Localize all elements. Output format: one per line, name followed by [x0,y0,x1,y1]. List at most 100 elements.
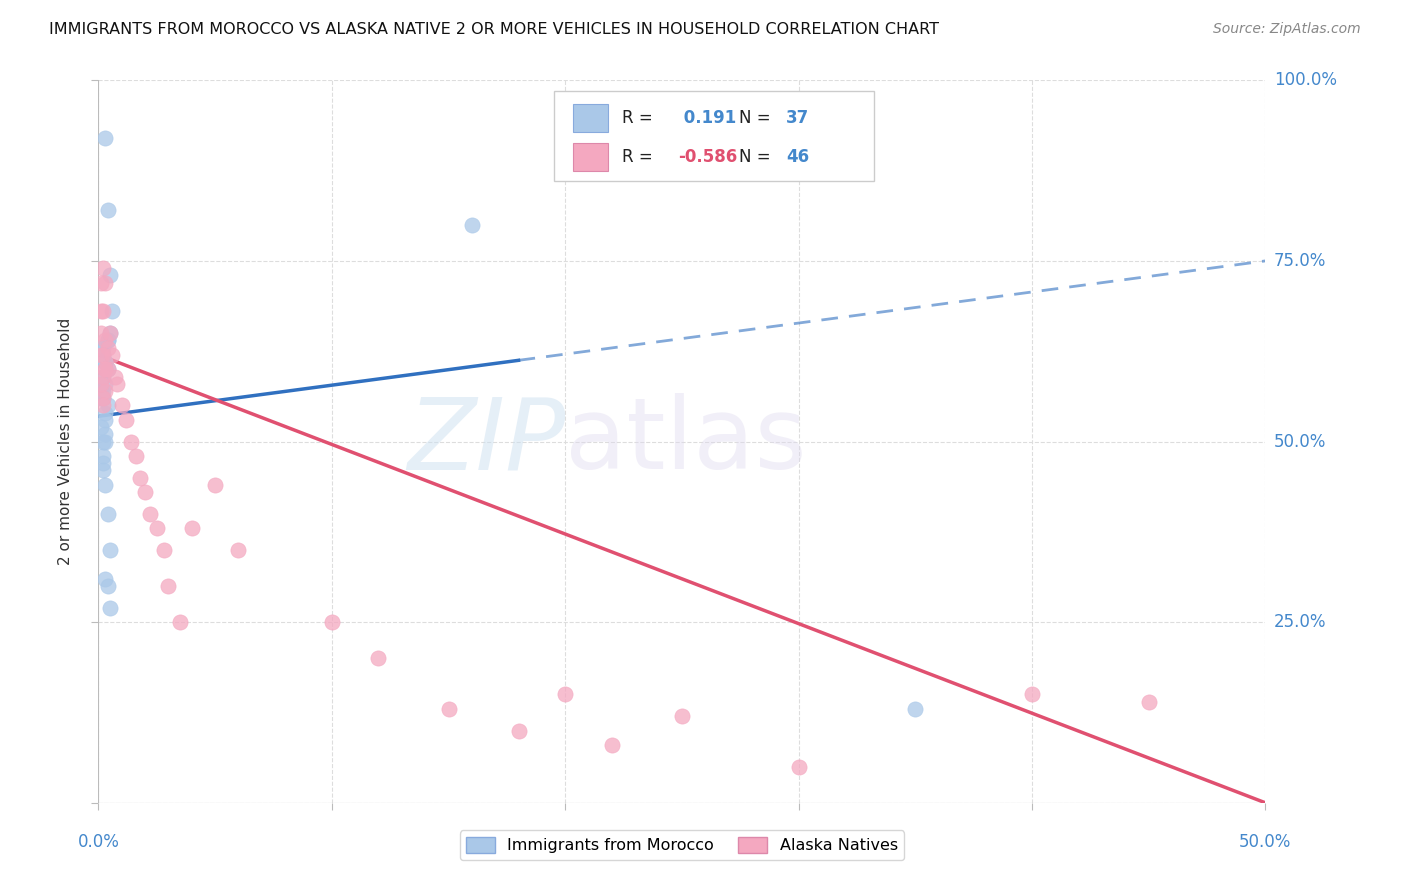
Point [97,579,120,593]
Text: 100.0%: 100.0% [1274,71,1337,89]
Legend: Immigrants from Morocco, Alaska Natives: Immigrants from Morocco, Alaska Natives [460,830,904,860]
Point [94,355,117,369]
Text: ZIP: ZIP [406,393,565,490]
Point [1021,687,1043,701]
Point [98,326,121,340]
Point [1137,695,1160,709]
Point [125,449,148,463]
Point [97,341,120,355]
Text: N =: N = [740,148,770,166]
Text: 37: 37 [786,109,808,127]
Point [97,362,120,376]
Point [157,579,180,593]
Point [90,341,112,355]
Point [94,131,117,145]
Point [98,542,121,557]
Point [120,434,142,449]
Point [105,376,128,391]
Point [180,521,202,535]
Point [91,369,114,384]
Point [97,334,120,348]
Point [90,348,112,362]
Point [437,702,460,716]
Point [91,391,114,405]
Point [787,760,810,774]
Point [111,398,134,412]
Point [104,369,127,384]
Text: 25.0%: 25.0% [1274,613,1326,632]
Point [90,384,112,398]
Text: 50.0%: 50.0% [1239,833,1292,851]
Point [94,478,117,492]
Text: R =: R = [623,148,654,166]
Point [97,398,120,412]
Point [90,304,112,318]
Point [94,355,117,369]
Point [204,478,226,492]
Point [321,615,343,630]
Point [91,391,114,405]
Text: 0.191: 0.191 [679,109,737,127]
Text: 46: 46 [786,148,808,166]
Text: atlas: atlas [565,393,807,490]
Point [101,348,124,362]
Point [461,218,484,232]
Point [94,434,117,449]
Point [101,304,124,318]
Point [169,615,191,630]
Point [91,348,114,362]
Point [94,384,117,398]
Point [508,723,530,738]
Point [91,456,114,470]
Point [94,572,117,586]
Point [98,600,121,615]
Text: Source: ZipAtlas.com: Source: ZipAtlas.com [1213,22,1361,37]
Point [90,276,112,290]
Point [94,427,117,442]
Point [94,376,117,391]
Point [91,398,114,412]
Point [94,362,117,376]
Point [139,507,162,521]
Point [90,326,112,340]
Point [91,304,114,318]
Point [115,413,138,427]
Point [98,326,121,340]
Text: IMMIGRANTS FROM MOROCCO VS ALASKA NATIVE 2 OR MORE VEHICLES IN HOUSEHOLD CORRELA: IMMIGRANTS FROM MOROCCO VS ALASKA NATIVE… [49,22,939,37]
Point [91,463,114,477]
Point [134,485,156,500]
Text: 50.0%: 50.0% [1274,433,1326,450]
Text: R =: R = [623,109,654,127]
Point [90,420,112,434]
Point [554,687,576,701]
Point [91,449,114,463]
Point [367,651,389,665]
Point [97,362,120,376]
Point [91,341,114,355]
Point [94,276,117,290]
Point [94,334,117,348]
Point [94,362,117,376]
Point [91,261,114,276]
Point [97,507,120,521]
Point [97,334,120,348]
Point [90,391,112,405]
Point [91,434,114,449]
Text: 0.0%: 0.0% [77,833,120,851]
Point [129,470,152,484]
FancyBboxPatch shape [554,91,875,181]
Point [91,384,114,398]
Point [90,376,112,391]
FancyBboxPatch shape [574,143,609,171]
FancyBboxPatch shape [574,103,609,132]
Point [146,521,169,535]
Point [228,542,250,557]
Point [904,702,927,716]
Point [671,709,693,723]
Point [91,369,114,384]
Text: -0.586: -0.586 [679,148,738,166]
Point [152,542,174,557]
Point [97,203,120,218]
Point [94,413,117,427]
Point [94,406,117,420]
